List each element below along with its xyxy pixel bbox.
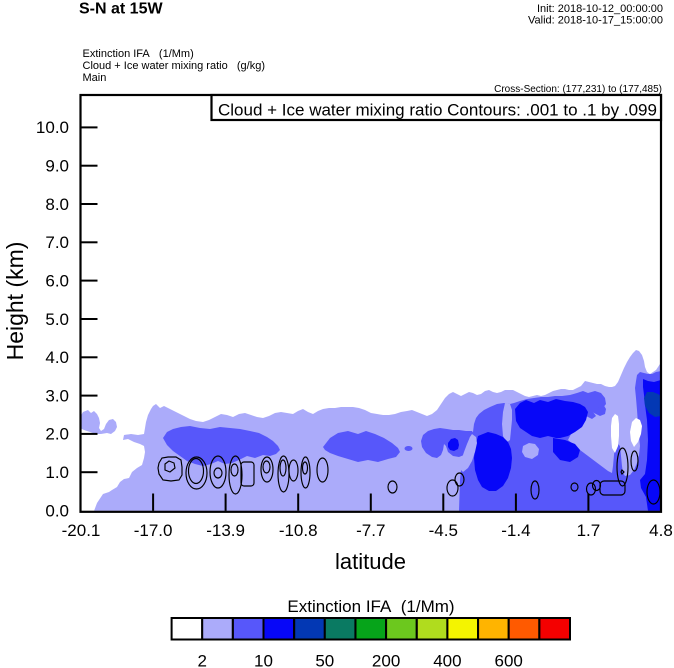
svg-text:4.8: 4.8 <box>649 521 673 540</box>
svg-text:0.0: 0.0 <box>45 501 69 520</box>
svg-text:2.0: 2.0 <box>45 425 69 444</box>
svg-text:9.0: 9.0 <box>45 157 69 176</box>
svg-text:10: 10 <box>254 652 273 668</box>
svg-text:50: 50 <box>315 652 334 668</box>
svg-text:400: 400 <box>433 652 461 668</box>
svg-text:-7.7: -7.7 <box>356 521 385 540</box>
svg-text:10.0: 10.0 <box>36 118 69 137</box>
svg-text:-20.1: -20.1 <box>62 521 101 540</box>
svg-text:600: 600 <box>495 652 523 668</box>
svg-text:-10.8: -10.8 <box>279 521 318 540</box>
svg-text:3.0: 3.0 <box>45 386 69 405</box>
svg-text:Init: 2018-10-12_00:00:00: Init: 2018-10-12_00:00:00 <box>537 3 663 15</box>
svg-text:1.7: 1.7 <box>577 521 601 540</box>
svg-text:2: 2 <box>197 652 206 668</box>
svg-text:Cross-Section: (177,231) to (1: Cross-Section: (177,231) to (177,485) <box>494 84 662 95</box>
svg-text:5.0: 5.0 <box>45 310 69 329</box>
svg-text:8.0: 8.0 <box>45 195 69 214</box>
svg-text:200: 200 <box>372 652 400 668</box>
svg-text:Cloud + Ice water mixing ratio: Cloud + Ice water mixing ratio Contours:… <box>218 101 657 120</box>
svg-text:Extinction IFA (1/Mm): Extinction IFA (1/Mm) <box>83 48 194 60</box>
svg-text:-13.9: -13.9 <box>206 521 245 540</box>
svg-text:Valid: 2018-10-17_15:00:00: Valid: 2018-10-17_15:00:00 <box>528 15 663 27</box>
svg-text:Extinction IFA (1/Mm): Extinction IFA (1/Mm) <box>287 597 454 616</box>
svg-text:Cloud + Ice water mixing ratio: Cloud + Ice water mixing ratio (g/kg) <box>83 60 266 72</box>
svg-text:-4.5: -4.5 <box>429 521 458 540</box>
svg-text:4.0: 4.0 <box>45 348 69 367</box>
svg-text:latitude: latitude <box>335 549 406 574</box>
svg-text:-17.0: -17.0 <box>134 521 173 540</box>
svg-text:7.0: 7.0 <box>45 233 69 252</box>
svg-text:-1.4: -1.4 <box>501 521 530 540</box>
svg-text:6.0: 6.0 <box>45 271 69 290</box>
svg-text:Height (km): Height (km) <box>2 242 28 361</box>
svg-text:S-N at 15W: S-N at 15W <box>79 1 163 18</box>
svg-text:Main: Main <box>83 72 107 84</box>
svg-text:1.0: 1.0 <box>45 463 69 482</box>
